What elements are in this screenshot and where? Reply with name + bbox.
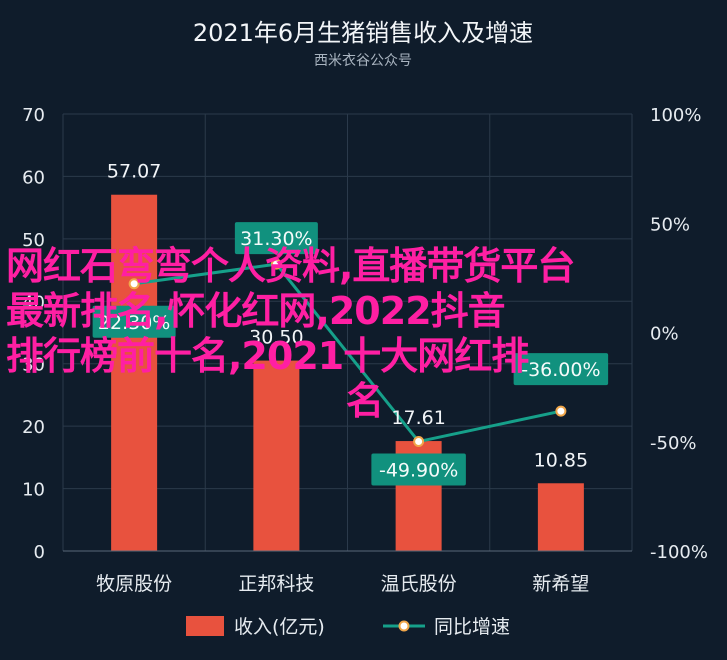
line-point (555, 405, 567, 417)
rate-value-label: -49.90% (379, 460, 458, 482)
legend-swatch-marker (398, 620, 410, 632)
watermark-line: 网红石弯弯个人资料,直播带货平台 (6, 244, 575, 288)
axes: 0 10 20 30 40 50 60 70 -100% -50% 0% 50% 100% 牧原股份 正邦科… (22, 105, 708, 595)
rate-label-box (234, 222, 318, 255)
rate-label-box (513, 353, 609, 386)
bar (111, 194, 158, 551)
data-labels: 57.07 30.50 17.61 10.85 22.30% 31.30% -49.90% -… (92, 161, 609, 486)
y-left-tick-label: 60 (22, 167, 45, 188)
legend-label: 收入(亿元) (234, 616, 325, 638)
y-right-tick-label: 100% (650, 105, 701, 126)
x-tick-label: 正邦科技 (238, 573, 314, 595)
legend-swatch-bar (186, 616, 224, 636)
y-left-tick-label: 40 (22, 292, 45, 313)
watermark-line: 名 (346, 379, 384, 423)
y-right-tick-label: -100% (650, 542, 708, 563)
rate-value-label: 22.30% (98, 312, 170, 334)
y-right-tick-label: 50% (650, 214, 690, 235)
rate-label-box (92, 305, 176, 338)
bar (537, 483, 584, 551)
bar-value-label: 57.07 (107, 161, 161, 183)
line-series (128, 258, 567, 448)
y-left-tick-label: 0 (34, 542, 45, 563)
chart-subtitle: 西米衣谷公众号 (314, 53, 412, 69)
y-left-tick-label: 20 (22, 417, 45, 438)
x-tick-label: 新希望 (532, 573, 589, 595)
bar-value-label: 30.50 (249, 327, 303, 349)
growth-rate-line (133, 262, 562, 444)
line-point (128, 278, 140, 290)
bar-series (111, 194, 584, 551)
y-left-tick-label: 10 (22, 480, 45, 501)
y-left-tick-label: 30 (22, 355, 45, 376)
y-right-tick-label: 0% (650, 324, 679, 345)
y-left-tick-label: 70 (22, 105, 45, 126)
bar-value-label: 17.61 (391, 407, 445, 429)
legend-label: 同比增速 (434, 616, 510, 638)
x-tick-label: 温氏股份 (381, 573, 457, 595)
rate-value-label: 31.30% (240, 228, 312, 250)
y-left-tick-label: 50 (22, 230, 45, 251)
line-point (413, 436, 425, 448)
bar (253, 360, 300, 551)
y-right-tick-label: -50% (650, 433, 697, 454)
x-tick-label: 牧原股份 (96, 573, 172, 595)
legend: 收入(亿元) 同比增速 (186, 616, 510, 638)
watermark-line: 最新排名,怀化红网,2022抖音 (6, 289, 506, 333)
line-point (270, 258, 282, 270)
chart-title: 2021年6月生猪销售收入及增速 (193, 19, 533, 47)
rate-label-box (371, 453, 466, 486)
watermark-line: 排行榜前十名,2021十大网红排 (6, 334, 529, 378)
rate-value-label: -36.00% (521, 359, 600, 381)
watermark-overlay: 网红石弯弯个人资料,直播带货平台 最新排名,怀化红网,2022抖音 排行榜前十名… (6, 244, 696, 424)
bar-value-label: 10.85 (534, 449, 588, 471)
